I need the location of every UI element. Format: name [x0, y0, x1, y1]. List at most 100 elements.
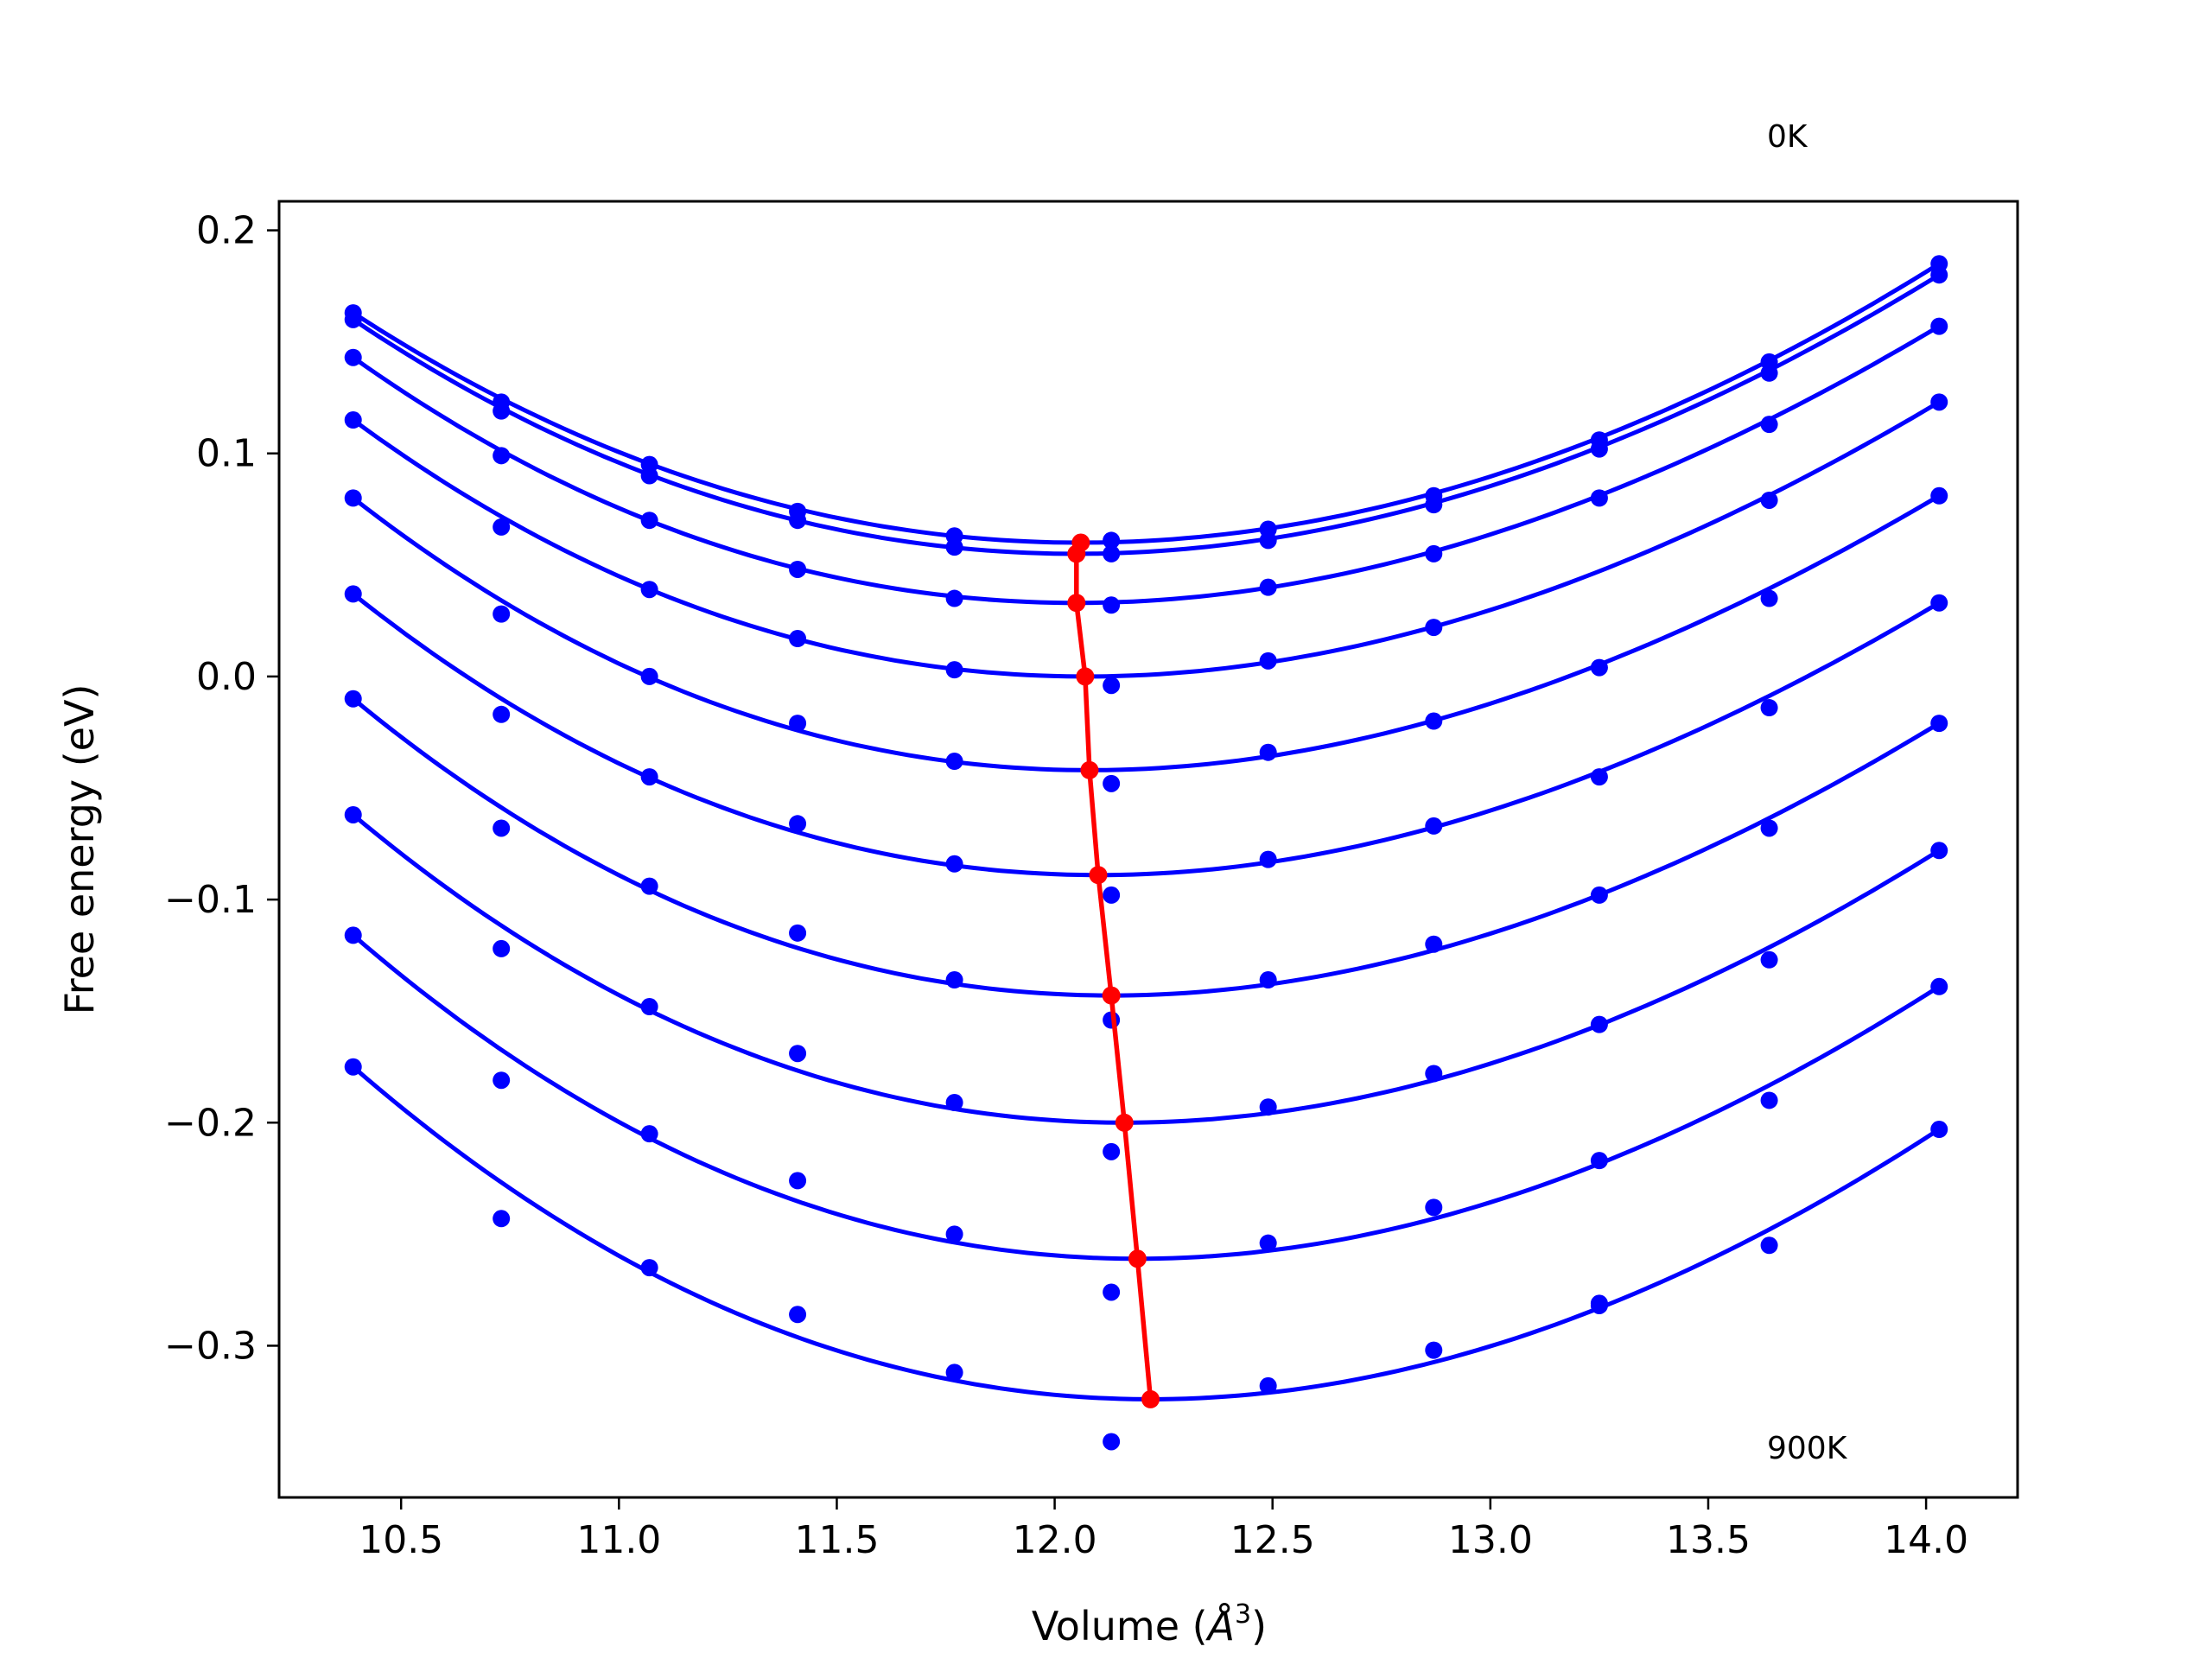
data-point: [640, 512, 658, 530]
data-point: [1930, 977, 1948, 995]
data-point: [1760, 491, 1778, 509]
x-axis-label-tail: ): [1251, 1603, 1267, 1649]
data-point: [945, 753, 963, 771]
minimum-point: [1102, 986, 1121, 1005]
data-point: [789, 924, 807, 942]
data-point: [789, 512, 807, 530]
data-point: [640, 768, 658, 786]
data-point: [1103, 1433, 1121, 1451]
data-point: [640, 1259, 658, 1277]
data-point: [1259, 531, 1277, 550]
minimum-point: [1067, 594, 1086, 613]
x-tick-label: 11.5: [794, 1518, 879, 1562]
data-point: [1930, 486, 1948, 505]
data-point: [1590, 1296, 1608, 1314]
data-point: [1930, 393, 1948, 411]
data-point: [1259, 1376, 1277, 1395]
y-tick-label: 0.2: [196, 209, 257, 253]
minimum-point: [1128, 1249, 1147, 1268]
x-axis-label-text: Volume (: [1032, 1603, 1208, 1649]
data-point: [1259, 971, 1277, 989]
data-point: [1590, 768, 1608, 786]
y-axis-label: Free energy (eV): [56, 684, 103, 1015]
minimum-point: [1067, 544, 1086, 563]
data-point: [344, 310, 362, 328]
data-point: [344, 805, 362, 823]
data-point: [640, 581, 658, 599]
fit-curve-8: [352, 933, 1941, 1262]
fit-curve-0: [352, 262, 1941, 545]
y-axis-ticks: 0.2 0.1 0.0 −0.1 −0.2 −0.3: [164, 209, 279, 1368]
data-point: [1760, 1091, 1778, 1109]
data-point: [640, 1125, 658, 1143]
data-point: [1103, 1142, 1121, 1160]
fit-curve-6: [352, 696, 1941, 998]
data-point: [493, 447, 511, 465]
data-point: [789, 560, 807, 578]
data-point: [789, 1045, 807, 1063]
data-point: [1590, 489, 1608, 507]
data-point: [493, 518, 511, 536]
data-point: [789, 630, 807, 648]
data-point: [1760, 819, 1778, 837]
x-tick-label: 10.5: [359, 1518, 443, 1562]
data-point: [493, 1210, 511, 1228]
minima-path: [1067, 533, 1160, 1408]
data-point: [1760, 364, 1778, 382]
data-point: [1425, 712, 1443, 730]
data-point: [1760, 699, 1778, 717]
data-point: [344, 411, 362, 429]
data-point: [1930, 715, 1948, 733]
fit-curve-7: [352, 813, 1941, 1125]
data-point: [1259, 850, 1277, 868]
data-point: [344, 489, 362, 507]
data-point: [945, 855, 963, 873]
x-tick-label: 12.5: [1230, 1518, 1315, 1562]
data-point: [1425, 935, 1443, 953]
x-axis-ticks: 10.5 11.0 11.5 12.0 12.5 13.0 13.5 14.0: [359, 1497, 1968, 1562]
data-point: [1760, 416, 1778, 434]
data-point: [945, 1363, 963, 1382]
data-point: [1590, 1152, 1608, 1170]
data-point: [493, 939, 511, 957]
data-point: [945, 971, 963, 989]
x-tick-label: 12.0: [1013, 1518, 1097, 1562]
x-axis-label-exp: 3: [1235, 1599, 1251, 1630]
x-axis-label-unit: Å: [1205, 1603, 1235, 1649]
fit-curves: [352, 262, 1941, 1402]
data-point: [1930, 594, 1948, 612]
data-point: [1259, 1098, 1277, 1116]
data-point: [1425, 496, 1443, 514]
data-point: [1103, 774, 1121, 792]
minimum-point: [1115, 1113, 1134, 1132]
data-point: [1103, 886, 1121, 904]
annotation-900k: 900K: [1767, 1431, 1848, 1466]
data-point: [640, 877, 658, 895]
data-point: [1425, 1341, 1443, 1359]
data-point: [1930, 317, 1948, 335]
data-point: [1103, 1283, 1121, 1301]
data-point: [1259, 743, 1277, 761]
minimum-point: [1076, 667, 1095, 686]
x-tick-label: 13.5: [1666, 1518, 1751, 1562]
data-point: [1760, 1236, 1778, 1255]
data-point: [789, 1306, 807, 1324]
data-point: [1425, 1198, 1443, 1217]
y-tick-label: 0.0: [196, 655, 257, 699]
y-tick-label: −0.2: [164, 1101, 257, 1145]
data-point: [1590, 440, 1608, 458]
annotation-0k: 0K: [1767, 119, 1808, 155]
fit-curve-1: [352, 273, 1941, 556]
y-tick-label: −0.3: [164, 1324, 257, 1368]
data-point: [1590, 886, 1608, 904]
minimum-point: [1089, 866, 1108, 885]
minima-line: [1074, 542, 1154, 1400]
data-point: [640, 467, 658, 485]
x-tick-label: 14.0: [1884, 1518, 1968, 1562]
data-point: [493, 819, 511, 837]
plot-frame: [277, 200, 2019, 1499]
minimum-point: [1141, 1389, 1160, 1408]
data-point: [1425, 817, 1443, 835]
fit-curve-5: [352, 592, 1941, 878]
